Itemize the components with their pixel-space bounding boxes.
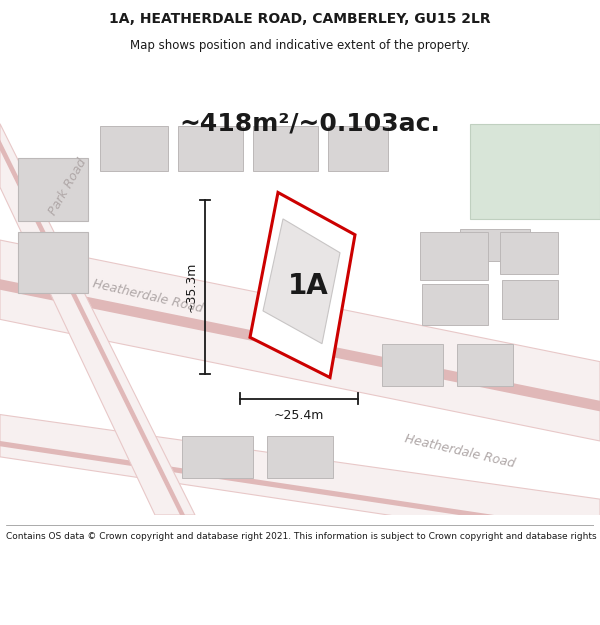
Polygon shape xyxy=(18,158,88,221)
Text: Heatherdale Road: Heatherdale Road xyxy=(92,277,205,315)
Text: Map shows position and indicative extent of the property.: Map shows position and indicative extent… xyxy=(130,39,470,51)
Text: 1A: 1A xyxy=(288,271,329,299)
Polygon shape xyxy=(422,284,488,324)
Polygon shape xyxy=(500,232,558,274)
Polygon shape xyxy=(0,441,600,536)
Polygon shape xyxy=(253,126,318,171)
Text: Heatherdale Road: Heatherdale Road xyxy=(404,432,517,471)
Polygon shape xyxy=(0,240,600,441)
Polygon shape xyxy=(182,436,253,478)
Polygon shape xyxy=(267,436,333,478)
Text: ~418m²/~0.103ac.: ~418m²/~0.103ac. xyxy=(179,112,440,136)
Text: ~25.4m: ~25.4m xyxy=(274,409,324,422)
Polygon shape xyxy=(457,344,513,386)
Polygon shape xyxy=(420,232,488,280)
Polygon shape xyxy=(100,126,168,171)
Polygon shape xyxy=(178,126,243,171)
Polygon shape xyxy=(470,124,600,219)
Text: Park Road: Park Road xyxy=(47,156,89,218)
Polygon shape xyxy=(0,414,600,547)
Polygon shape xyxy=(18,232,88,293)
Polygon shape xyxy=(0,279,600,411)
Polygon shape xyxy=(460,229,530,261)
Text: ~35.3m: ~35.3m xyxy=(185,262,197,312)
Polygon shape xyxy=(263,219,340,344)
Polygon shape xyxy=(328,126,388,171)
Polygon shape xyxy=(250,192,355,378)
Polygon shape xyxy=(502,280,558,319)
Polygon shape xyxy=(0,139,185,515)
Text: Contains OS data © Crown copyright and database right 2021. This information is : Contains OS data © Crown copyright and d… xyxy=(6,532,600,541)
Polygon shape xyxy=(382,344,443,386)
Polygon shape xyxy=(0,124,195,515)
Text: 1A, HEATHERDALE ROAD, CAMBERLEY, GU15 2LR: 1A, HEATHERDALE ROAD, CAMBERLEY, GU15 2L… xyxy=(109,12,491,26)
